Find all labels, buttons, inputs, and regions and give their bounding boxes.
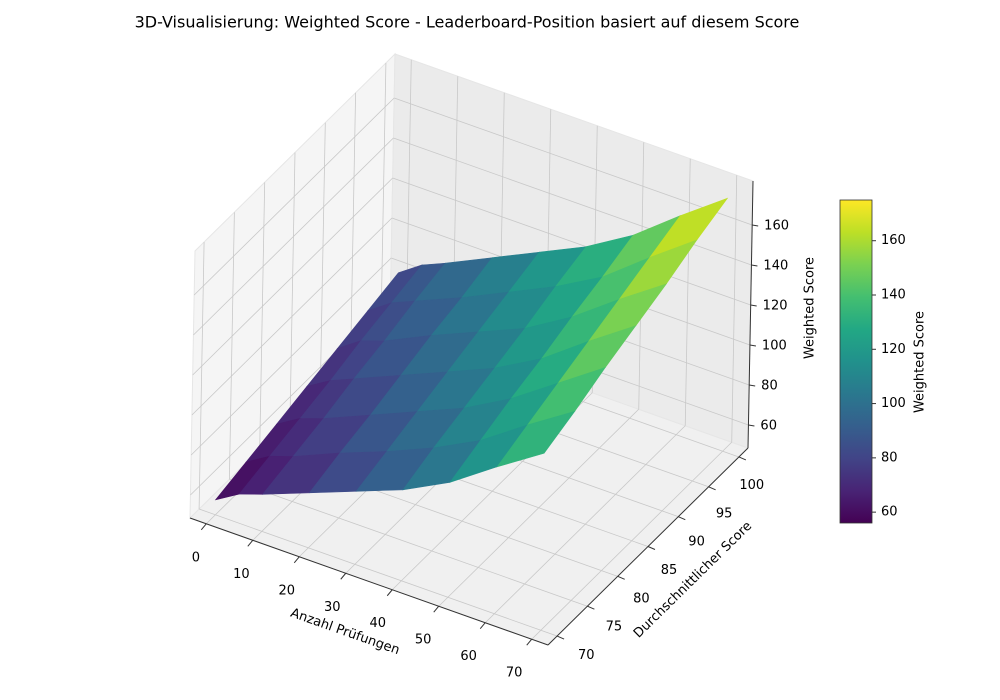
chart-title: 3D-Visualisierung: Weighted Score - Lead…	[135, 13, 800, 32]
y-tick	[617, 575, 625, 580]
x-tick-label: 30	[324, 600, 341, 615]
grid-line	[731, 175, 738, 443]
x-tick	[200, 523, 207, 531]
grid-line	[198, 508, 558, 637]
surface-patch	[496, 410, 576, 468]
colorbar-label: Weighted Score	[913, 311, 928, 413]
x-tick	[433, 605, 440, 613]
y-tick	[738, 456, 747, 461]
y-tick-label: 75	[606, 620, 623, 635]
colorbar-tick-label: 100	[881, 396, 906, 411]
x-tick	[386, 589, 393, 597]
y-tick-label: 95	[716, 506, 733, 521]
y-tick	[587, 605, 595, 610]
grid-line	[193, 97, 395, 296]
z-tick-label: 120	[763, 299, 788, 314]
y-tick-label: 80	[633, 591, 650, 606]
grid-line	[190, 257, 392, 456]
x-axis-line	[189, 517, 549, 646]
colorbar-tick-label: 60	[881, 505, 898, 520]
x-tick-label: 40	[369, 616, 386, 631]
x-tick	[479, 622, 486, 630]
x-axis-label: Anzahl Prüfungen	[288, 606, 401, 658]
x-tick-label: 20	[279, 583, 296, 598]
x-tick-label: 10	[233, 567, 250, 582]
y-tick	[647, 546, 656, 550]
grid-line	[392, 177, 751, 306]
y-tick	[556, 635, 565, 640]
z-tick	[749, 344, 757, 347]
grid-line	[229, 478, 588, 607]
y-tick	[678, 516, 686, 521]
x-tick	[526, 638, 533, 646]
z-tick-label: 80	[761, 379, 778, 394]
grid-line	[191, 217, 393, 416]
colorbar	[839, 199, 873, 524]
grid-line	[394, 97, 753, 226]
colorbar-tick-label: 160	[881, 233, 906, 248]
y-tick-label: 90	[688, 535, 705, 550]
grid-line	[192, 177, 393, 376]
grid-line	[684, 158, 691, 426]
y-axis-line	[547, 447, 749, 646]
z-tick	[752, 224, 759, 227]
z-axis-label: Weighted Score	[803, 257, 818, 359]
z-tick-label: 160	[764, 219, 789, 234]
x-tick	[340, 572, 347, 580]
x-tick-label: 70	[506, 666, 523, 681]
y-tick-label: 85	[661, 563, 678, 578]
x-tick-label: 0	[192, 550, 200, 565]
y-tick-label: 100	[739, 478, 764, 493]
z-tick	[751, 264, 758, 267]
x-tick-label: 50	[415, 633, 432, 648]
grid-line	[193, 137, 394, 336]
colorbar-tick-label: 120	[881, 342, 906, 357]
z-tick-label: 140	[763, 259, 788, 274]
z-tick	[750, 304, 757, 307]
z-tick-label: 100	[762, 339, 787, 354]
y-tick	[708, 486, 716, 491]
z-axis-line	[747, 180, 754, 449]
z-tick	[748, 424, 755, 427]
colorbar-tick-label: 140	[881, 288, 906, 303]
z-tick	[749, 384, 756, 387]
x-tick-label: 60	[460, 649, 477, 664]
x-tick	[293, 556, 300, 564]
y-tick-label: 70	[578, 648, 595, 663]
x-tick	[247, 539, 254, 547]
z-tick-label: 60	[760, 419, 777, 434]
colorbar-tick-label: 80	[881, 450, 898, 465]
